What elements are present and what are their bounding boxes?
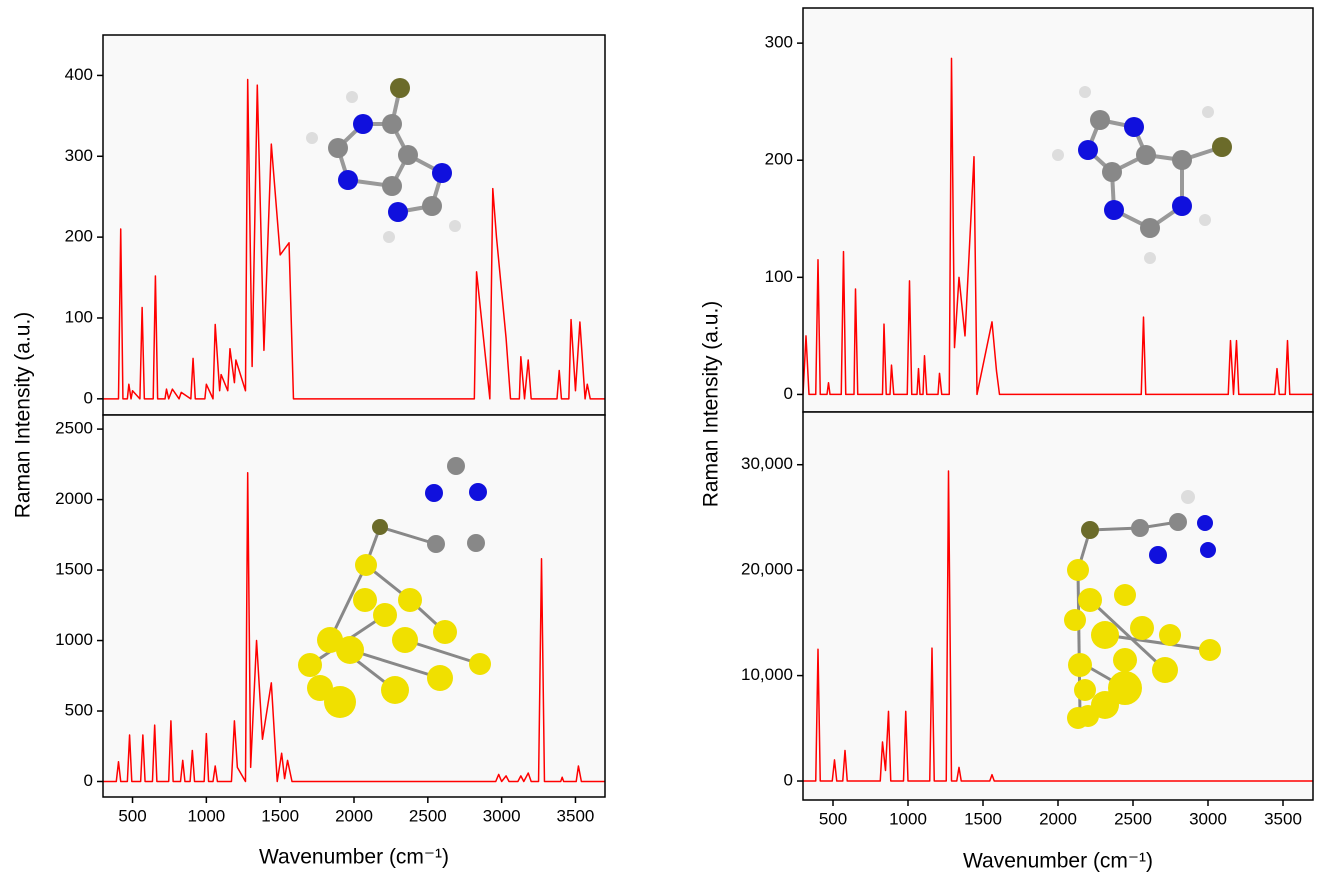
x-tick-label: 500 xyxy=(819,809,847,828)
x-tick-label: 3500 xyxy=(1264,809,1302,828)
y-tick-label: 400 xyxy=(65,65,93,84)
y-tick-label: 200 xyxy=(65,227,93,246)
x-tick-label: 1000 xyxy=(187,806,225,825)
plot-frame xyxy=(102,414,606,798)
y-tick-label: 300 xyxy=(65,146,93,165)
x-tick-label: 500 xyxy=(118,806,146,825)
y-tick-label: 30,000 xyxy=(741,454,793,473)
x-axis-title: Wavenumber (cm⁻¹) xyxy=(963,850,1153,873)
x-tick-label: 2500 xyxy=(1114,809,1152,828)
plots: 0 100 200 300 400 Raman Intensity (a.u.) 0 500 1… xyxy=(12,7,1314,873)
molecule-top-right xyxy=(1052,86,1232,264)
y-tick-label: 0 xyxy=(784,384,793,403)
y-tick-label: 2500 xyxy=(55,419,93,438)
x-tick-label: 2000 xyxy=(335,806,373,825)
y-tick-label: 10,000 xyxy=(741,665,793,684)
spectrum-line xyxy=(802,57,1313,396)
spectrum-line xyxy=(103,472,605,783)
spectrum-line xyxy=(103,78,605,400)
plot-frame xyxy=(802,411,1314,801)
x-tick-label: 2000 xyxy=(1039,809,1077,828)
y-tick-label: 20,000 xyxy=(741,560,793,579)
molecule-top-left xyxy=(306,78,461,243)
y-tick-label: 0 xyxy=(84,771,93,790)
plot-area xyxy=(103,415,605,797)
cluster-bottom-right xyxy=(1064,490,1221,729)
y-tick-label: 100 xyxy=(765,267,793,286)
y-tick-label: 300 xyxy=(765,33,793,52)
x-tick-label: 3000 xyxy=(1189,809,1227,828)
y-tick-label: 500 xyxy=(65,700,93,719)
plot-area xyxy=(803,412,1313,800)
y-tick-label: 0 xyxy=(84,388,93,407)
x-tick-label: 1500 xyxy=(964,809,1002,828)
x-tick-label: 3500 xyxy=(557,806,595,825)
x-tick-label: 2500 xyxy=(409,806,447,825)
plot-area xyxy=(803,8,1313,412)
x-axis-title: Wavenumber (cm⁻¹) xyxy=(259,846,449,869)
y-tick-label: 1000 xyxy=(55,630,93,649)
y-tick-label: 1500 xyxy=(55,560,93,579)
x-tick-label: 1000 xyxy=(889,809,927,828)
spectrum-line xyxy=(803,470,1313,782)
y-tick-label: 0 xyxy=(784,771,793,790)
cluster-bottom-left xyxy=(298,457,491,718)
y-axis-title: Raman Intensity (a.u.) xyxy=(700,301,723,508)
x-tick-label: 3000 xyxy=(483,806,521,825)
y-axis-title: Raman Intensity (a.u.) xyxy=(12,312,35,519)
y-tick-label: 2000 xyxy=(55,489,93,508)
y-tick-label: 100 xyxy=(65,307,93,326)
x-tick-label: 1500 xyxy=(261,806,299,825)
y-tick-label: 200 xyxy=(765,150,793,169)
